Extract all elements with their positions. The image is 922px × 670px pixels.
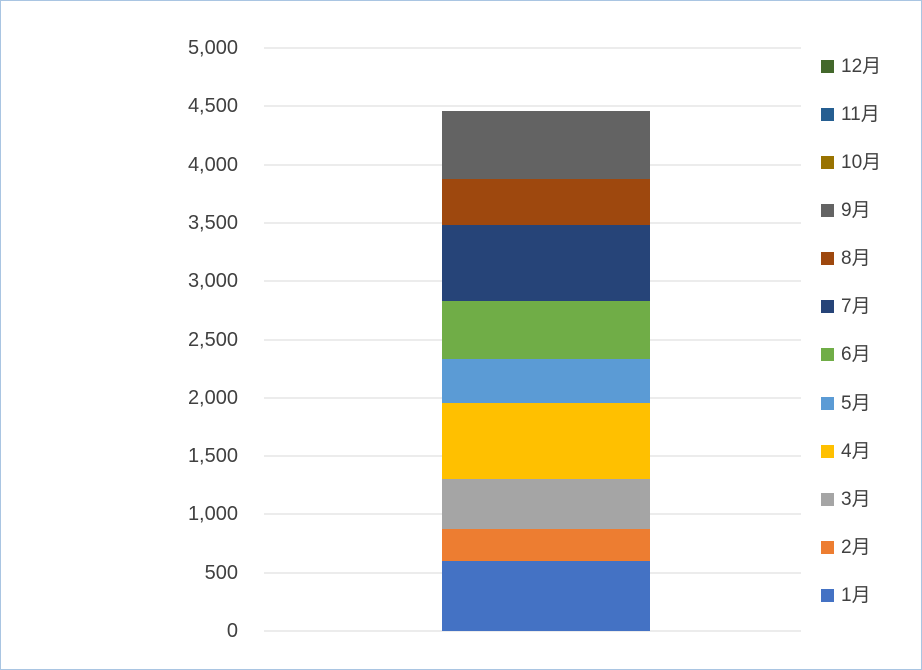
- legend-item-10月: 10月: [821, 153, 881, 172]
- legend-label: 7月: [841, 296, 871, 318]
- y-tick-label: 500: [204, 561, 238, 584]
- legend-swatch-icon: [821, 588, 834, 602]
- bar-segment-8月: [442, 178, 650, 226]
- gridline: [264, 105, 801, 107]
- legend-item-3月: 3月: [821, 490, 881, 509]
- legend-swatch-icon: [821, 204, 834, 218]
- legend-label: 3月: [841, 488, 871, 510]
- legend-item-6月: 6月: [821, 345, 881, 364]
- legend-swatch-icon: [821, 492, 834, 506]
- y-tick-label: 1,000: [187, 503, 238, 526]
- bar-segment-5月: [442, 359, 650, 404]
- y-tick-label: 4,500: [187, 95, 238, 118]
- legend-swatch-icon: [821, 60, 834, 73]
- legend-item-12月: 12月: [821, 57, 881, 76]
- legend-item-11月: 11月: [821, 105, 881, 124]
- y-tick-label: 0: [226, 620, 238, 642]
- legend-label: 11月: [841, 104, 880, 126]
- legend-item-5月: 5月: [821, 394, 881, 413]
- y-axis-labels: 0 500 1,000 1,500 2,000 2,500 3,000 3,500 4,000 4…: [1, 38, 251, 641]
- plot-area: [264, 47, 801, 632]
- gridline: [264, 630, 801, 632]
- y-tick-label: 1,500: [187, 445, 238, 468]
- legend-label: 4月: [841, 440, 871, 462]
- legend-swatch-icon: [821, 156, 834, 170]
- legend-swatch-icon: [821, 300, 834, 314]
- y-tick-label: 2,500: [187, 328, 238, 351]
- legend-label: 12月: [841, 56, 882, 77]
- y-tick-label: 5,000: [187, 37, 238, 59]
- bar-segment-2月: [442, 528, 650, 562]
- legend-label: 8月: [841, 248, 871, 270]
- legend-swatch-icon: [821, 252, 834, 266]
- legend-item-7月: 7月: [821, 297, 881, 316]
- bar-segment-4月: [442, 403, 650, 479]
- y-tick-label: 3,500: [187, 211, 238, 234]
- gridline: [264, 47, 801, 49]
- legend-swatch-icon: [821, 396, 834, 410]
- y-tick-label: 2,000: [187, 386, 238, 409]
- legend-swatch-icon: [821, 108, 834, 122]
- legend-swatch-icon: [821, 444, 834, 458]
- legend-item-8月: 8月: [821, 249, 881, 268]
- legend-item-2月: 2月: [821, 538, 881, 557]
- bar-segment-6月: [442, 301, 650, 360]
- legend-label: 1月: [841, 584, 871, 606]
- bar-segment-9月: [442, 110, 650, 179]
- legend-swatch-icon: [821, 348, 834, 362]
- legend-item-4月: 4月: [821, 442, 881, 461]
- stacked-bar: [442, 48, 650, 631]
- legend-label: 2月: [841, 536, 871, 558]
- legend-item-9月: 9月: [821, 201, 881, 220]
- legend-label: 5月: [841, 392, 871, 414]
- y-tick-label: 3,000: [187, 270, 238, 293]
- legend-item-1月: 1月: [821, 586, 881, 605]
- bar-segment-1月: [442, 561, 650, 631]
- legend-label: 9月: [841, 200, 871, 222]
- bar-segment-3月: [442, 478, 650, 529]
- legend-label: 6月: [841, 344, 871, 366]
- legend-label: 10月: [841, 152, 882, 174]
- legend: 12月 11月 10月 9月 8月 7月 6月 5月 4月 3月 2月 1月: [821, 57, 881, 605]
- legend-swatch-icon: [821, 540, 834, 554]
- y-tick-label: 4,000: [187, 153, 238, 176]
- bar-segment-7月: [442, 225, 650, 302]
